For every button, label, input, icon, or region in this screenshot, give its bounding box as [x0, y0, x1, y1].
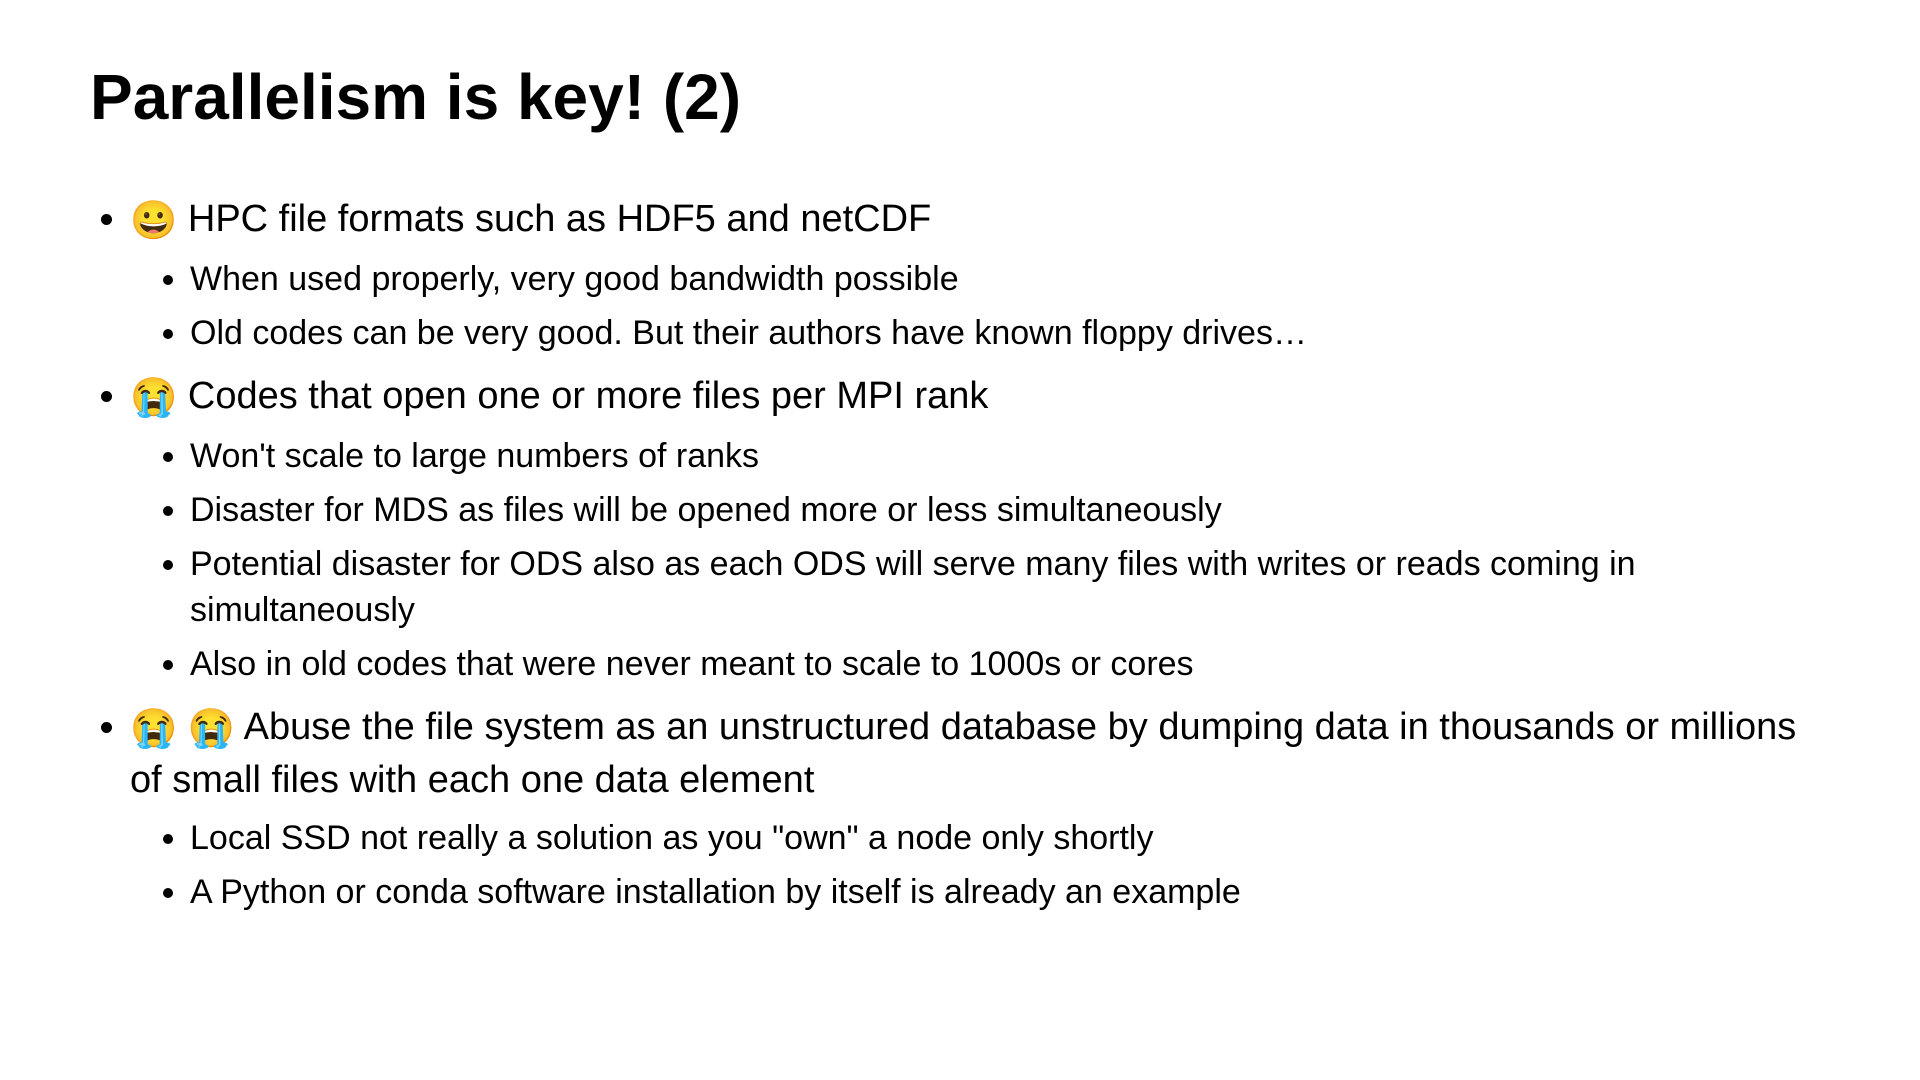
bullet-2-sub-3: Potential disaster for ODS also as each … — [190, 542, 1830, 634]
bullet-1-sub-1: When used properly, very good bandwidth … — [190, 257, 1830, 303]
bullet-2: 😭 Codes that open one or more files per … — [130, 371, 1830, 688]
bullet-1-text: HPC file formats such as HDF5 and netCDF — [177, 198, 931, 240]
bullet-3-sub-2: A Python or conda software installation … — [190, 870, 1830, 916]
bullet-2-sublist: Won't scale to large numbers of ranks Di… — [130, 434, 1830, 687]
bullet-2-text: Codes that open one or more files per MP… — [177, 375, 988, 417]
slide: Parallelism is key! (2) 😀 HPC file forma… — [0, 0, 1920, 1080]
bullet-3-sub-1: Local SSD not really a solution as you "… — [190, 816, 1830, 862]
grin-emoji-icon: 😀 — [130, 200, 177, 242]
bullet-2-sub-2: Disaster for MDS as files will be opened… — [190, 488, 1830, 534]
sob-emoji-icon: 😭 — [130, 708, 177, 750]
bullet-3-text: Abuse the file system as an unstructured… — [130, 706, 1796, 801]
bullet-3-sublist: Local SSD not really a solution as you "… — [130, 816, 1830, 916]
bullet-3: 😭 😭 Abuse the file system as an unstruct… — [130, 702, 1830, 916]
sob-emoji-icon: 😭 — [188, 708, 235, 750]
slide-title: Parallelism is key! (2) — [90, 60, 1830, 134]
bullet-1: 😀 HPC file formats such as HDF5 and netC… — [130, 194, 1830, 357]
bullet-2-sub-4: Also in old codes that were never meant … — [190, 642, 1830, 688]
bullet-list: 😀 HPC file formats such as HDF5 and netC… — [90, 194, 1830, 916]
bullet-1-sublist: When used properly, very good bandwidth … — [130, 257, 1830, 357]
bullet-2-sub-1: Won't scale to large numbers of ranks — [190, 434, 1830, 480]
bullet-1-sub-2: Old codes can be very good. But their au… — [190, 311, 1830, 357]
sob-emoji-icon: 😭 — [130, 377, 177, 419]
